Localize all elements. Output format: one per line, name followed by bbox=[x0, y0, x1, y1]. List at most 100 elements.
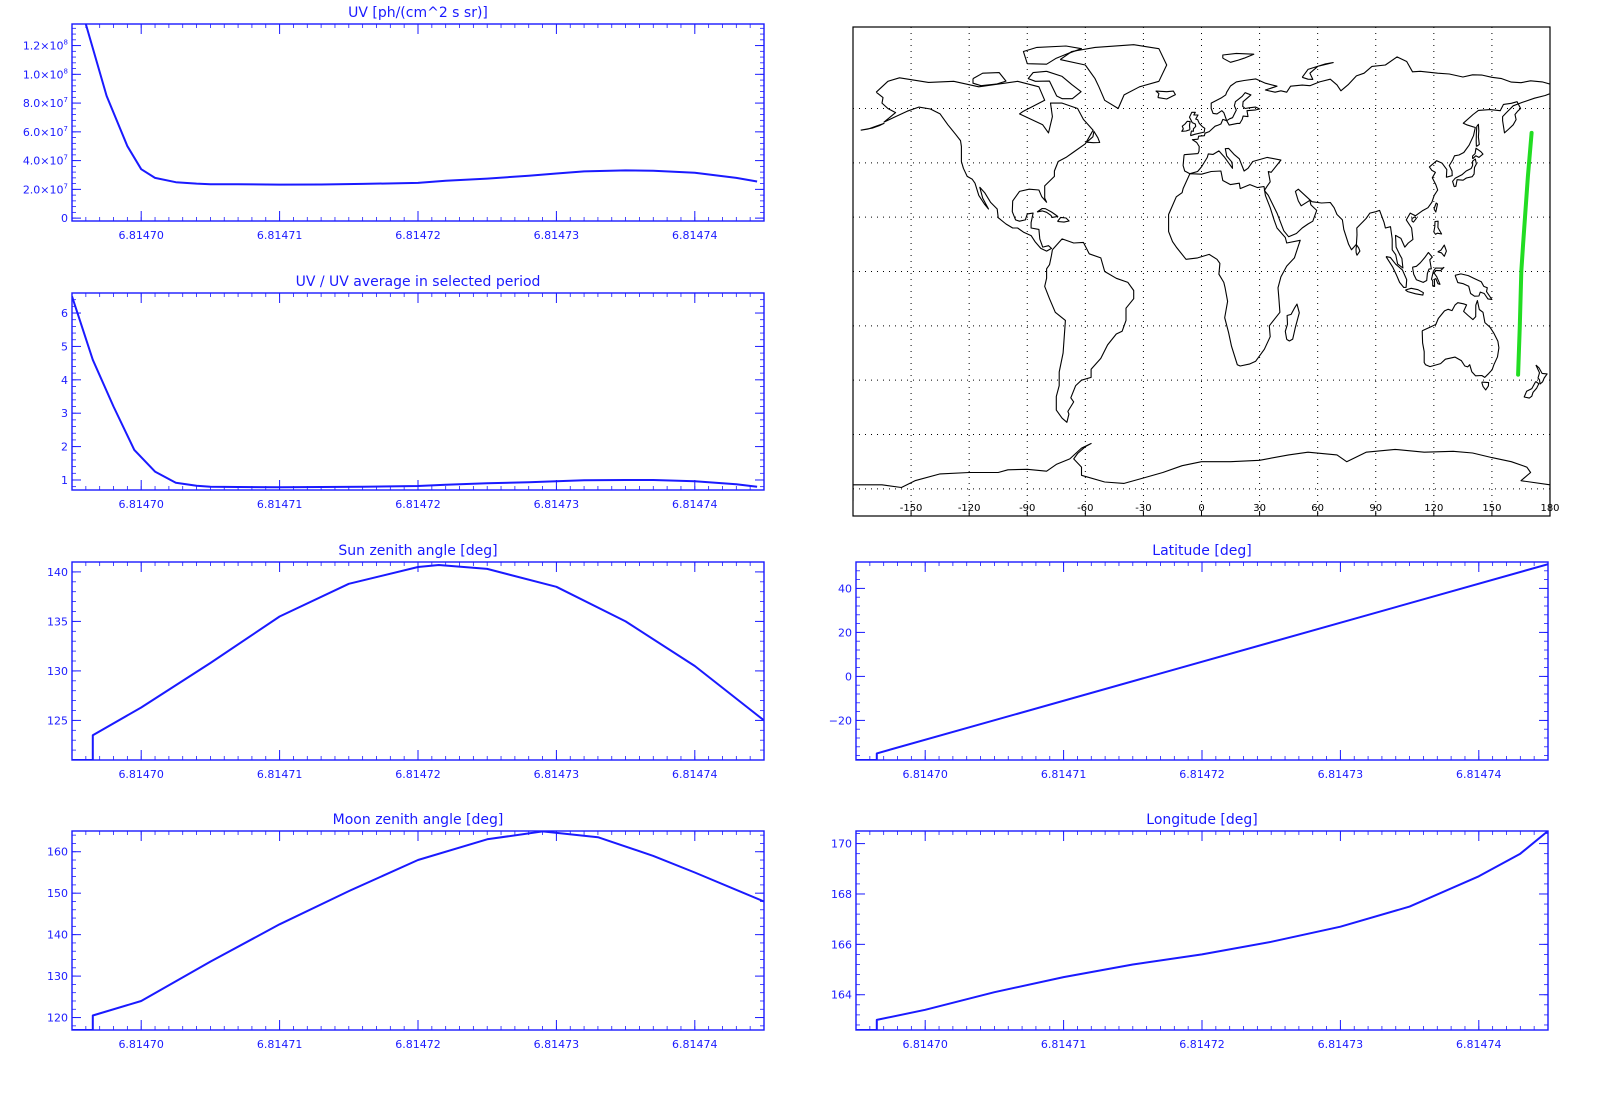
y-tick-label: 6.0×107 bbox=[23, 125, 68, 139]
y-tick-label: 6 bbox=[61, 307, 68, 320]
map-x-tick-label: -90 bbox=[1019, 503, 1035, 514]
y-tick-label: 135 bbox=[47, 615, 68, 628]
x-tick-label: 6.81470 bbox=[118, 1038, 164, 1051]
y-tick-label: 150 bbox=[47, 887, 68, 900]
coastline-south-america bbox=[1044, 238, 1135, 423]
map-x-tick-label: -150 bbox=[900, 503, 923, 514]
x-tick-label: 6.81474 bbox=[672, 498, 718, 511]
x-tick-label: 6.81473 bbox=[1318, 768, 1364, 781]
map-x-tick-label: 180 bbox=[1540, 503, 1559, 514]
y-tick-label: 130 bbox=[47, 970, 68, 983]
coastline-greenland bbox=[1059, 44, 1168, 110]
y-tick-label: 0 bbox=[61, 212, 68, 225]
x-tick-label: 6.81470 bbox=[118, 768, 164, 781]
y-tick-label: 5 bbox=[61, 340, 68, 353]
coastline-novaya-zemlya bbox=[1301, 62, 1334, 80]
y-tick-label: 140 bbox=[47, 929, 68, 942]
y-tick-exponent: 7 bbox=[64, 96, 68, 104]
x-tick-label: 6.81471 bbox=[257, 768, 303, 781]
x-tick-label: 6.81470 bbox=[118, 498, 164, 511]
coastlines bbox=[853, 44, 1550, 502]
panel-latitude: Latitude [deg] 6.81470 6.81471 6.81472 6.81… bbox=[829, 543, 1549, 781]
coastline-philippines-luzon bbox=[1433, 220, 1443, 235]
x-tick-label: 6.81472 bbox=[1179, 1038, 1225, 1051]
map-x-tick-label: 90 bbox=[1369, 503, 1382, 514]
coastline-philippines-mindanao bbox=[1437, 244, 1447, 257]
satellite-track bbox=[1516, 130, 1534, 377]
y-tick-exponent: 7 bbox=[64, 125, 68, 133]
map-x-tick-label: 120 bbox=[1424, 503, 1443, 514]
series-line bbox=[72, 295, 758, 489]
y-tick-label: 2.0×107 bbox=[23, 182, 68, 196]
map-x-tick-label: -120 bbox=[958, 503, 981, 514]
y-tick-label: 1 bbox=[61, 474, 68, 487]
panel-moon-zenith: Moon zenith angle [deg] 6.81470 6.81471 6.… bbox=[47, 812, 765, 1051]
coastline-great-britain bbox=[1188, 111, 1206, 137]
y-tick-label: 164 bbox=[831, 989, 852, 1002]
coastline-ireland bbox=[1181, 120, 1191, 132]
panel-sun-zenith: Sun zenith angle [deg] 6.81470 6.81471 6.8… bbox=[47, 543, 765, 781]
y-tick-label: 1.2×108 bbox=[23, 39, 68, 53]
y-tick-label: 1.0×108 bbox=[23, 67, 68, 81]
panel-uv-ratio: UV / UV average in selected period 6.814… bbox=[61, 274, 765, 511]
y-tick-label: 160 bbox=[47, 846, 68, 859]
coastline-hokkaido bbox=[1472, 147, 1484, 160]
panel-title: Latitude [deg] bbox=[1152, 543, 1251, 559]
y-tick-label: 168 bbox=[831, 888, 852, 901]
series-line bbox=[856, 563, 1548, 760]
x-tick-label: 6.81474 bbox=[1456, 1038, 1502, 1051]
world-map-panel: -150 -120 -90 -60 -30 0 30 60 90 120 150 180 bbox=[852, 26, 1560, 517]
y-tick-label: 4 bbox=[61, 374, 68, 387]
y-tick-label: 140 bbox=[47, 566, 68, 579]
x-tick-label: 6.81474 bbox=[672, 1038, 718, 1051]
coastline-new-guinea bbox=[1454, 273, 1493, 301]
coastline-hainan bbox=[1411, 216, 1417, 223]
y-tick-exponent: 7 bbox=[64, 182, 68, 190]
coastline-scandinavia-gulf bbox=[1226, 92, 1261, 126]
y-tick-exponent: 8 bbox=[64, 39, 68, 47]
coastline-madagascar bbox=[1284, 303, 1300, 342]
x-tick-label: 6.81470 bbox=[902, 768, 948, 781]
x-tick-label: 6.81471 bbox=[1041, 768, 1087, 781]
x-tick-label: 6.81473 bbox=[534, 498, 580, 511]
y-tick-label: 130 bbox=[47, 665, 68, 678]
series-line bbox=[84, 24, 758, 186]
y-tick-label: −20 bbox=[829, 714, 852, 727]
coastline-baffin-island bbox=[1027, 70, 1082, 100]
map-x-tick-label: 150 bbox=[1482, 503, 1501, 514]
panel-title: UV [ph/(cm^2 s sr)] bbox=[348, 5, 488, 21]
coastline-cuba bbox=[1036, 207, 1059, 218]
series-line bbox=[72, 564, 764, 760]
coastline-victoria-island bbox=[972, 72, 1007, 87]
x-tick-label: 6.81472 bbox=[395, 229, 441, 242]
x-tick-label: 6.81473 bbox=[534, 1038, 580, 1051]
y-tick-label: 4.0×107 bbox=[23, 154, 68, 168]
coastline-eurasia bbox=[1182, 56, 1550, 269]
y-tick-label: 3 bbox=[61, 407, 68, 420]
coastline-borneo bbox=[1411, 251, 1433, 283]
x-tick-label: 6.81471 bbox=[1041, 1038, 1087, 1051]
y-tick-label: 40 bbox=[838, 582, 852, 595]
coastline-north-america bbox=[875, 77, 1094, 252]
x-tick-label: 6.81474 bbox=[672, 768, 718, 781]
coastline-africa bbox=[1168, 170, 1301, 367]
y-tick-exponent: 7 bbox=[64, 154, 68, 162]
x-tick-label: 6.81472 bbox=[395, 498, 441, 511]
series-line bbox=[856, 831, 1548, 1030]
coastline-tasmania bbox=[1481, 381, 1490, 391]
y-tick-exponent: 8 bbox=[64, 67, 68, 75]
x-tick-label: 6.81472 bbox=[395, 1038, 441, 1051]
x-tick-label: 6.81471 bbox=[257, 1038, 303, 1051]
y-tick-label: 125 bbox=[47, 714, 68, 727]
x-tick-label: 6.81472 bbox=[395, 768, 441, 781]
x-tick-label: 6.81470 bbox=[902, 1038, 948, 1051]
panel-title: Moon zenith angle [deg] bbox=[333, 812, 504, 828]
x-tick-label: 6.81473 bbox=[534, 768, 580, 781]
coastline-japan bbox=[1452, 158, 1477, 188]
x-tick-label: 6.81473 bbox=[534, 229, 580, 242]
coastline-iceland bbox=[1155, 90, 1176, 100]
coastline-newfoundland bbox=[1086, 130, 1101, 144]
coastline-antarctica bbox=[853, 442, 1550, 502]
y-tick-label: 120 bbox=[47, 1012, 68, 1025]
